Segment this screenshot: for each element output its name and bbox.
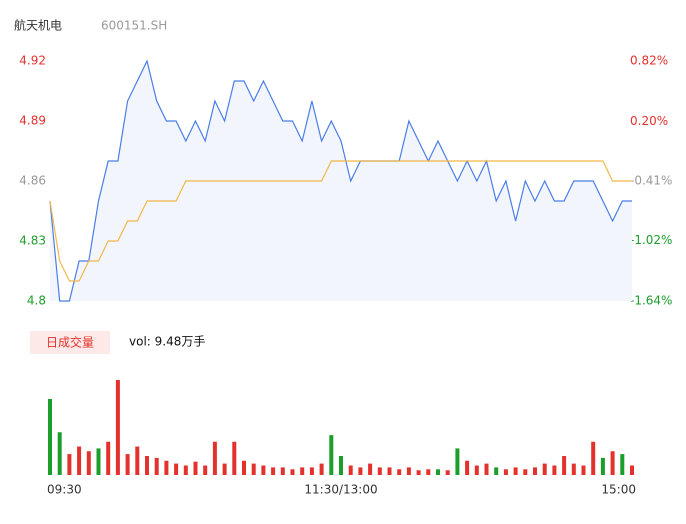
volume-bar <box>164 460 169 475</box>
volume-bar <box>67 454 72 475</box>
volume-badge-label: 日成交量 <box>46 335 94 350</box>
y-tick-label: 4.86 <box>19 174 46 188</box>
y-tick-label: 4.92 <box>19 54 46 68</box>
volume-bar <box>426 469 431 475</box>
stock-code: 600151.SH <box>101 19 167 33</box>
y2-tick-label: -0.41% <box>630 174 672 188</box>
volume-bar <box>135 446 140 475</box>
volume-bar <box>377 467 382 475</box>
volume-badge <box>30 331 110 354</box>
volume-bar <box>232 441 237 475</box>
volume-bar <box>261 465 266 475</box>
volume-bar <box>115 380 120 475</box>
volume-bar <box>591 441 596 475</box>
volume-total: vol: 9.48万手 <box>129 335 205 349</box>
volume-bar <box>406 467 411 475</box>
volume-bar <box>445 470 450 475</box>
volume-bar <box>513 467 518 475</box>
volume-bar <box>358 467 363 475</box>
volume-bar <box>329 435 334 475</box>
volume-bar <box>154 457 159 475</box>
volume-bar <box>271 467 276 475</box>
volume-bar <box>494 467 499 475</box>
y-tick-label: 4.8 <box>27 294 46 308</box>
volume-bar <box>533 467 537 475</box>
volume-bar <box>96 448 101 475</box>
volume-bar <box>339 456 343 475</box>
volume-bar <box>542 463 547 475</box>
volume-bar <box>436 469 440 475</box>
volume-bar <box>290 469 295 475</box>
volume-bar <box>174 463 179 475</box>
volume-bar <box>484 463 489 475</box>
volume-bar <box>503 469 508 475</box>
volume-bar <box>387 467 392 475</box>
x-tick-label: 09:30 <box>47 483 82 497</box>
volume-bar <box>571 463 576 475</box>
volume-bar <box>416 470 421 475</box>
volume-bar <box>251 463 256 475</box>
volume-bar <box>523 469 528 475</box>
volume-bar <box>280 467 285 475</box>
volume-bar <box>106 441 111 475</box>
volume-bar <box>300 467 305 475</box>
y2-tick-label: 0.20% <box>630 114 668 128</box>
volume-bar <box>319 463 324 475</box>
volume-bar <box>562 456 567 475</box>
price-line <box>49 59 632 302</box>
volume-bar <box>222 463 227 475</box>
volume-bar <box>183 465 188 475</box>
volume-bar <box>242 460 246 475</box>
y2-tick-label: 0.82% <box>630 54 668 68</box>
volume-bar <box>145 456 149 475</box>
volume-bar <box>203 465 208 475</box>
volume-bar <box>57 432 62 475</box>
volume-bar <box>397 469 402 475</box>
x-tick-label: 15:00 <box>601 483 636 497</box>
y2-tick-label: -1.02% <box>630 233 672 247</box>
stock-name: 航天机电 <box>14 18 62 33</box>
volume-bar <box>348 465 353 475</box>
volume-bar <box>125 454 130 475</box>
volume-bar <box>455 448 460 475</box>
volume-bar <box>581 465 586 475</box>
volume-bar <box>193 461 198 475</box>
volume-bar <box>77 446 82 475</box>
x-tick-label: 11:30/13:00 <box>304 483 377 497</box>
volume-bar <box>309 467 314 475</box>
volume-bar <box>552 465 557 475</box>
volume-bar <box>48 399 52 475</box>
y-tick-label: 4.89 <box>19 114 46 128</box>
volume-bar <box>610 451 615 475</box>
volume-bar <box>474 465 479 475</box>
volume-bar <box>368 463 373 475</box>
y-tick-label: 4.83 <box>19 234 46 248</box>
volume-bar <box>600 457 605 475</box>
volume-bar <box>465 460 470 475</box>
volume-bar <box>212 441 217 475</box>
volume-bar <box>630 465 634 475</box>
average-line <box>49 160 632 282</box>
y2-tick-label: -1.64% <box>630 294 672 308</box>
volume-bar <box>620 454 625 475</box>
volume-bar <box>86 451 91 475</box>
